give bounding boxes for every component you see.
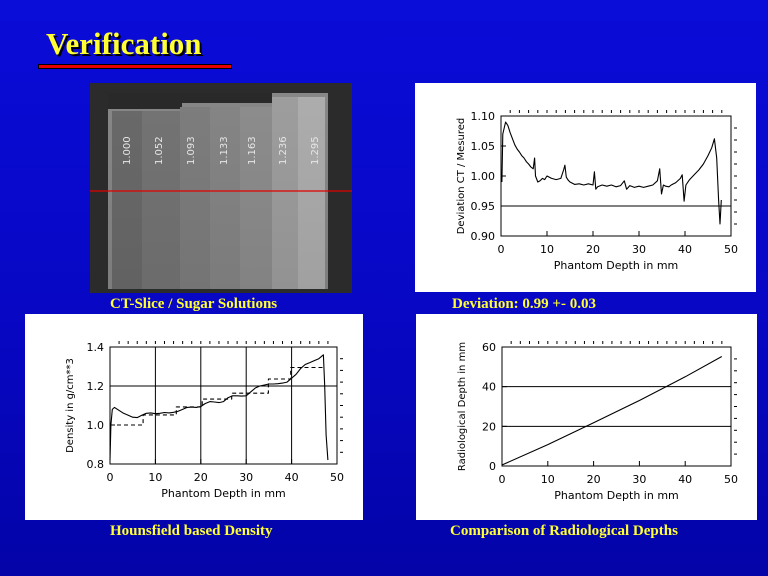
series-line [109, 354, 329, 461]
y-tick-label: 20 [482, 420, 496, 433]
x-tick-label: 50 [330, 471, 344, 484]
y-tick-label: 0 [489, 460, 496, 473]
x-tick-label: 30 [632, 473, 646, 486]
y-tick-label: 0.8 [87, 458, 105, 471]
x-axis-label: Phantom Depth in mm [161, 487, 286, 500]
x-tick-label: 10 [148, 471, 162, 484]
x-tick-label: 0 [498, 243, 505, 256]
ct-label: 1.236 [278, 136, 289, 165]
caption-deviation: Deviation: 0.99 +- 0.03 [452, 296, 596, 313]
caption-depths: Comparison of Radiological Depths [450, 523, 678, 539]
x-tick-label: 30 [239, 471, 253, 484]
y-tick-label: 1.00 [471, 170, 496, 183]
dashed-series-line [110, 366, 325, 426]
x-axis-label: Phantom Depth in mm [554, 489, 679, 502]
y-tick-label: 1.2 [87, 380, 105, 393]
y-axis-label: Deviation CT / Mesured [456, 118, 467, 235]
x-tick-label: 30 [632, 243, 646, 256]
y-tick-label: 40 [482, 381, 496, 394]
series-line [501, 356, 723, 466]
x-tick-label: 20 [194, 471, 208, 484]
y-tick-label: 0.95 [471, 200, 496, 213]
ct-slice-svg: 1.000 1.052 1.093 1.133 1.163 1.236 1.29… [90, 83, 352, 293]
density-chart-panel: 0 10 20 30 40 50 0.8 1.0 1.2 1.4 Phantom Depth in … [25, 314, 363, 520]
deviation-chart-panel: 0 10 20 30 40 50 0.90 0.95 1.00 1.05 1.10 Phantom D… [415, 83, 756, 292]
title-underline [38, 64, 232, 69]
depths-chart: 0 10 20 30 40 50 0 20 40 60 Phantom Depth in mm Rad… [457, 341, 738, 502]
x-tick-label: 50 [724, 473, 738, 486]
ct-label: 1.163 [247, 136, 258, 165]
y-tick-label: 60 [482, 341, 496, 354]
x-tick-label: 40 [285, 471, 299, 484]
y-axis-label: Radiological Depth in mm [457, 342, 468, 471]
ct-label: 1.000 [122, 136, 133, 165]
x-tick-label: 0 [107, 471, 114, 484]
series-line [501, 121, 722, 225]
ct-label: 1.295 [310, 136, 321, 165]
y-tick-label: 1.05 [471, 140, 496, 153]
y-tick-label: 1.4 [87, 341, 105, 354]
plot-frame [501, 346, 732, 467]
x-axis-label: Phantom Depth in mm [554, 259, 679, 272]
deviation-chart: 0 10 20 30 40 50 0.90 0.95 1.00 1.05 1.10 Phantom D… [456, 110, 738, 272]
x-tick-label: 0 [499, 473, 506, 486]
caption-deviation-text: Deviation: 0.99 +- 0.03 [452, 296, 596, 312]
x-tick-label: 40 [678, 243, 692, 256]
depths-chart-panel: 0 10 20 30 40 50 0 20 40 60 Phantom Depth in mm Rad… [416, 314, 757, 520]
x-tick-label: 50 [724, 243, 738, 256]
density-chart: 0 10 20 30 40 50 0.8 1.0 1.2 1.4 Phantom Depth in … [65, 341, 344, 500]
caption-ct-slice: CT-Slice / Sugar Solutions [110, 296, 278, 312]
x-tick-label: 10 [540, 243, 554, 256]
x-tick-label: 10 [541, 473, 555, 486]
ct-slice-image: 1.000 1.052 1.093 1.133 1.163 1.236 1.29… [90, 83, 352, 293]
plot-frame [109, 346, 338, 465]
y-tick-label: 1.10 [471, 110, 496, 123]
caption-density: Hounsfield based Density [110, 523, 273, 539]
x-tick-label: 20 [586, 243, 600, 256]
y-tick-label: 0.90 [471, 230, 496, 243]
y-tick-label: 1.0 [87, 419, 105, 432]
slide-title: Verification [46, 26, 202, 61]
x-tick-label: 40 [678, 473, 692, 486]
ct-label: 1.093 [186, 136, 197, 165]
ct-label: 1.052 [154, 136, 165, 165]
ct-label: 1.133 [219, 136, 230, 165]
x-tick-label: 20 [587, 473, 601, 486]
y-axis-label: Density in g/cm**3 [65, 358, 76, 453]
